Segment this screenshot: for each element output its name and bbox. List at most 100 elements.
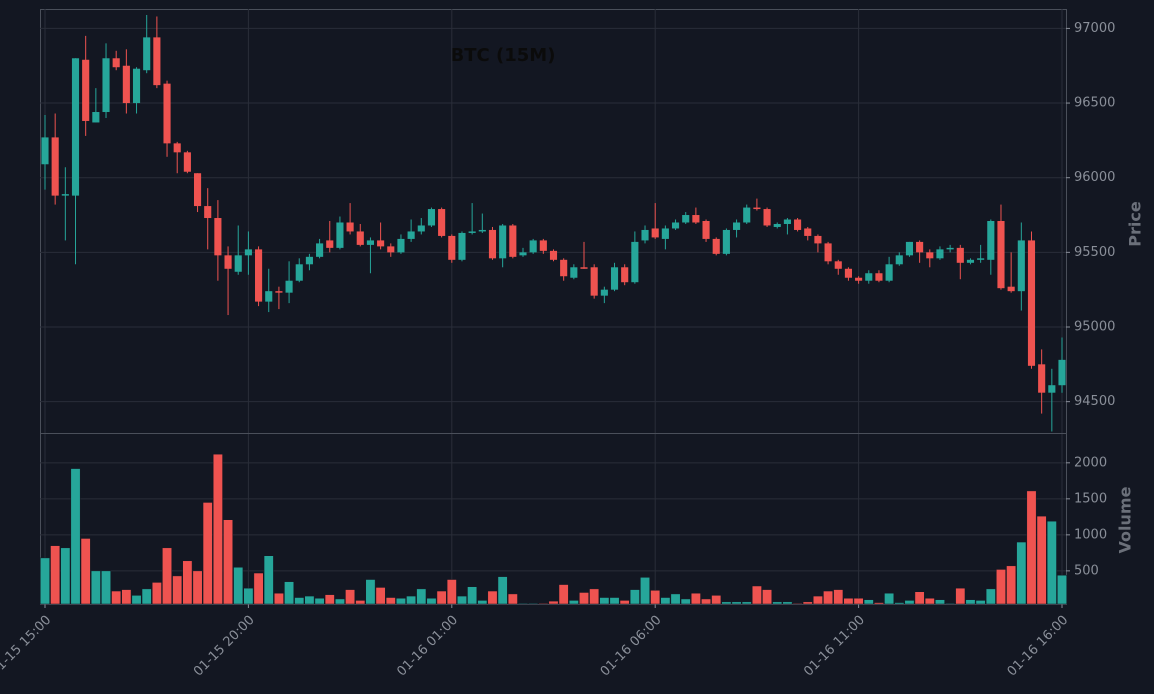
volume-bar bbox=[345, 589, 356, 605]
volume-bar bbox=[406, 595, 417, 605]
candle-body bbox=[1007, 286, 1015, 292]
volume-bar bbox=[355, 600, 366, 605]
volume-bar bbox=[314, 597, 325, 605]
volume-bar bbox=[253, 572, 264, 605]
volume-bar bbox=[141, 588, 152, 605]
candle-body bbox=[132, 68, 141, 104]
candle-body bbox=[549, 250, 558, 260]
x-tick-label: 01-16 16:00 bbox=[1005, 613, 1072, 680]
candle-body bbox=[112, 58, 120, 68]
volume-bar bbox=[101, 570, 111, 605]
candle-body bbox=[488, 229, 497, 259]
candle-body bbox=[366, 240, 374, 245]
price-panel bbox=[40, 9, 1067, 434]
volume-bar bbox=[436, 590, 447, 605]
volume-bar bbox=[629, 589, 640, 605]
volume-bar bbox=[90, 570, 101, 605]
x-tick-label: 01-15 20:00 bbox=[191, 613, 258, 680]
candle-body bbox=[631, 241, 639, 283]
volume-bar bbox=[782, 601, 793, 605]
candle-body bbox=[173, 143, 181, 153]
candle-body bbox=[285, 280, 293, 293]
volume-bar bbox=[50, 545, 61, 605]
volume-bar bbox=[548, 600, 559, 605]
volume-bar bbox=[294, 597, 305, 605]
candle-body bbox=[336, 222, 344, 248]
candle-body bbox=[763, 209, 771, 226]
candle-body bbox=[661, 228, 669, 239]
volume-bar bbox=[162, 547, 172, 605]
candle-body bbox=[102, 58, 110, 113]
volume-bar bbox=[121, 589, 132, 605]
volume-tick-label: 2000 bbox=[1074, 455, 1107, 470]
candle-body bbox=[753, 207, 761, 210]
candle-body bbox=[916, 241, 924, 253]
candle-body bbox=[702, 221, 710, 239]
candle-body bbox=[794, 219, 802, 230]
candle-body bbox=[966, 259, 975, 263]
candle-body bbox=[458, 232, 466, 260]
candle-body bbox=[905, 241, 914, 256]
volume-bar bbox=[426, 597, 437, 605]
candle-body bbox=[804, 228, 812, 236]
volume-bar bbox=[1036, 515, 1047, 605]
candle-body bbox=[682, 215, 690, 223]
candle-body bbox=[407, 231, 415, 239]
candle-body bbox=[621, 267, 629, 283]
candle-body bbox=[936, 249, 944, 259]
volume-bar bbox=[853, 597, 864, 605]
candle-body bbox=[580, 267, 588, 269]
candle-body bbox=[610, 267, 619, 290]
candle-body bbox=[824, 243, 832, 262]
y-tick-label: 95500 bbox=[1074, 245, 1115, 260]
candle-body bbox=[438, 209, 446, 236]
volume-bar bbox=[640, 577, 650, 605]
y-tick-label: 96500 bbox=[1074, 96, 1115, 111]
volume-bar bbox=[619, 600, 630, 605]
volume-bar bbox=[833, 589, 844, 605]
volume-bar bbox=[243, 587, 254, 605]
volume-bar bbox=[223, 519, 233, 605]
volume-bar bbox=[792, 603, 803, 605]
volume-bar bbox=[212, 453, 223, 605]
volume-bar bbox=[772, 601, 783, 605]
x-tick-label: 01-16 06:00 bbox=[598, 613, 665, 680]
candle-body bbox=[41, 137, 49, 165]
volume-bar bbox=[802, 601, 813, 605]
candle-body bbox=[275, 291, 283, 293]
volume-bar bbox=[955, 587, 966, 605]
volume-bar bbox=[996, 569, 1006, 605]
candle-body bbox=[773, 223, 781, 227]
candle-body bbox=[214, 218, 222, 256]
volume-bar bbox=[80, 538, 91, 605]
x-tick-label: 01-15 15:00 bbox=[0, 613, 54, 680]
candle-body bbox=[377, 240, 385, 247]
candle-body bbox=[122, 65, 130, 104]
volume-bar bbox=[487, 590, 498, 605]
candle-body bbox=[397, 238, 405, 253]
volume-bar bbox=[1046, 520, 1057, 605]
volume-bar bbox=[874, 602, 884, 605]
volume-bar bbox=[843, 597, 854, 605]
volume-bar bbox=[701, 598, 711, 605]
volume-bar bbox=[812, 595, 823, 605]
candle-body bbox=[895, 255, 903, 265]
volume-bar bbox=[935, 599, 945, 605]
volume-bar bbox=[60, 547, 71, 605]
candle-body bbox=[1017, 240, 1025, 292]
volume-bar bbox=[589, 588, 600, 605]
candle-body bbox=[885, 264, 893, 281]
volume-bar bbox=[904, 600, 915, 605]
volume-bar bbox=[538, 603, 549, 605]
candle-body bbox=[153, 37, 161, 86]
candle-body bbox=[316, 243, 324, 257]
candle-body bbox=[305, 256, 313, 265]
candle-body bbox=[61, 194, 69, 196]
volume-bar bbox=[558, 584, 569, 605]
volume-bar bbox=[731, 601, 742, 605]
volume-bar bbox=[446, 579, 457, 605]
candle-body bbox=[468, 231, 476, 233]
volume-bar bbox=[579, 592, 589, 605]
candle-body bbox=[712, 238, 720, 254]
